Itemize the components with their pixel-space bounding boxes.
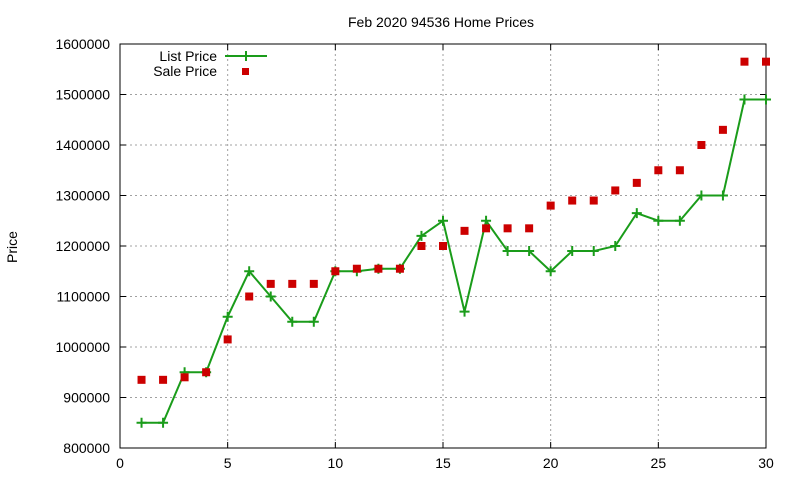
list-price-point xyxy=(222,311,233,322)
list-price-point xyxy=(761,94,771,105)
x-tick-label: 0 xyxy=(116,455,124,471)
y-tick-label: 1400000 xyxy=(55,137,110,153)
sale-price-point xyxy=(180,373,189,382)
list-price-line xyxy=(141,98,766,424)
legend-label-list-price: List Price xyxy=(159,48,217,64)
y-tick-label: 1500000 xyxy=(55,87,110,103)
sale-price-point xyxy=(697,141,706,149)
y-tick-label: 1000000 xyxy=(55,339,110,355)
sale-price-point xyxy=(740,57,749,66)
x-tick-label: 20 xyxy=(543,455,559,471)
sale-price-point xyxy=(137,375,146,384)
list-price-point xyxy=(717,190,728,201)
list-price-point xyxy=(502,246,513,257)
list-price-point xyxy=(653,215,664,226)
sale-price-point xyxy=(202,368,211,377)
y-tick-label: 1100000 xyxy=(57,289,111,305)
y-tick-label: 900000 xyxy=(63,390,110,406)
sale-price-point xyxy=(482,224,491,233)
legend-marker-sale-price xyxy=(242,68,249,75)
sale-price-point xyxy=(525,224,534,233)
x-tick-label: 15 xyxy=(435,455,451,471)
sale-price-point xyxy=(439,242,447,250)
sale-price-point xyxy=(568,196,577,205)
tick-labels-layer: 0 5 10 15 20 25 30 800000 900000 1000000 1100000 12… xyxy=(55,36,774,471)
list-price-point xyxy=(481,215,492,226)
sale-price-point xyxy=(374,264,383,273)
sale-price-point xyxy=(632,178,641,187)
x-tick-label: 10 xyxy=(328,455,344,471)
legend-marker-list-price xyxy=(241,51,251,61)
legend: List Price Sale Price xyxy=(153,48,267,79)
sale-price-point xyxy=(546,201,555,210)
list-price-point xyxy=(545,266,556,277)
sale-price-point xyxy=(762,57,770,66)
sale-price-point xyxy=(395,264,404,273)
chart-title: Feb 2020 94536 Home Prices xyxy=(348,14,534,30)
list-price-point xyxy=(696,190,707,201)
sale-price-point xyxy=(288,279,297,288)
sale-price-point xyxy=(352,264,361,273)
sale-price-point xyxy=(309,279,318,288)
list-price-point xyxy=(244,266,255,277)
list-price-point xyxy=(674,215,685,226)
sale-price-point xyxy=(417,242,426,250)
sale-price-point xyxy=(266,279,275,288)
y-tick-label: 800000 xyxy=(63,440,110,456)
sale-price-point xyxy=(654,166,663,175)
sale-price-point xyxy=(611,186,620,195)
list-price-point xyxy=(739,94,750,105)
list-price-point xyxy=(158,417,169,428)
list-price-point xyxy=(416,230,427,241)
list-price-point xyxy=(524,246,535,257)
list-price-point xyxy=(308,316,319,327)
axes-layer xyxy=(119,43,767,449)
list-price-point xyxy=(287,316,298,327)
x-tick-label: 5 xyxy=(224,455,232,471)
y-axis-label: Price xyxy=(4,231,20,263)
legend-label-sale-price: Sale Price xyxy=(153,63,217,79)
sale-price-point xyxy=(245,292,254,301)
sale-price-point xyxy=(331,267,340,276)
list-price-point xyxy=(265,291,276,302)
series-layer xyxy=(136,57,771,428)
sale-price-point xyxy=(159,375,168,384)
list-price-point xyxy=(610,241,621,251)
sale-price-point xyxy=(223,335,232,344)
y-tick-label: 1200000 xyxy=(55,238,110,254)
y-tick-label: 1600000 xyxy=(55,36,110,52)
sale-price-point xyxy=(460,226,469,235)
list-price-point xyxy=(588,246,599,257)
list-price-point xyxy=(136,417,147,428)
list-price-point xyxy=(631,208,642,219)
sale-price-point xyxy=(589,196,598,205)
list-price-point xyxy=(459,306,470,317)
sale-price-point xyxy=(718,125,727,134)
x-tick-label: 25 xyxy=(651,455,667,471)
sale-price-point xyxy=(675,166,684,175)
list-price-point xyxy=(567,246,578,257)
x-tick-label: 30 xyxy=(758,455,774,471)
y-tick-label: 1300000 xyxy=(55,188,110,204)
list-price-point xyxy=(438,215,448,226)
sale-price-point xyxy=(503,224,512,233)
